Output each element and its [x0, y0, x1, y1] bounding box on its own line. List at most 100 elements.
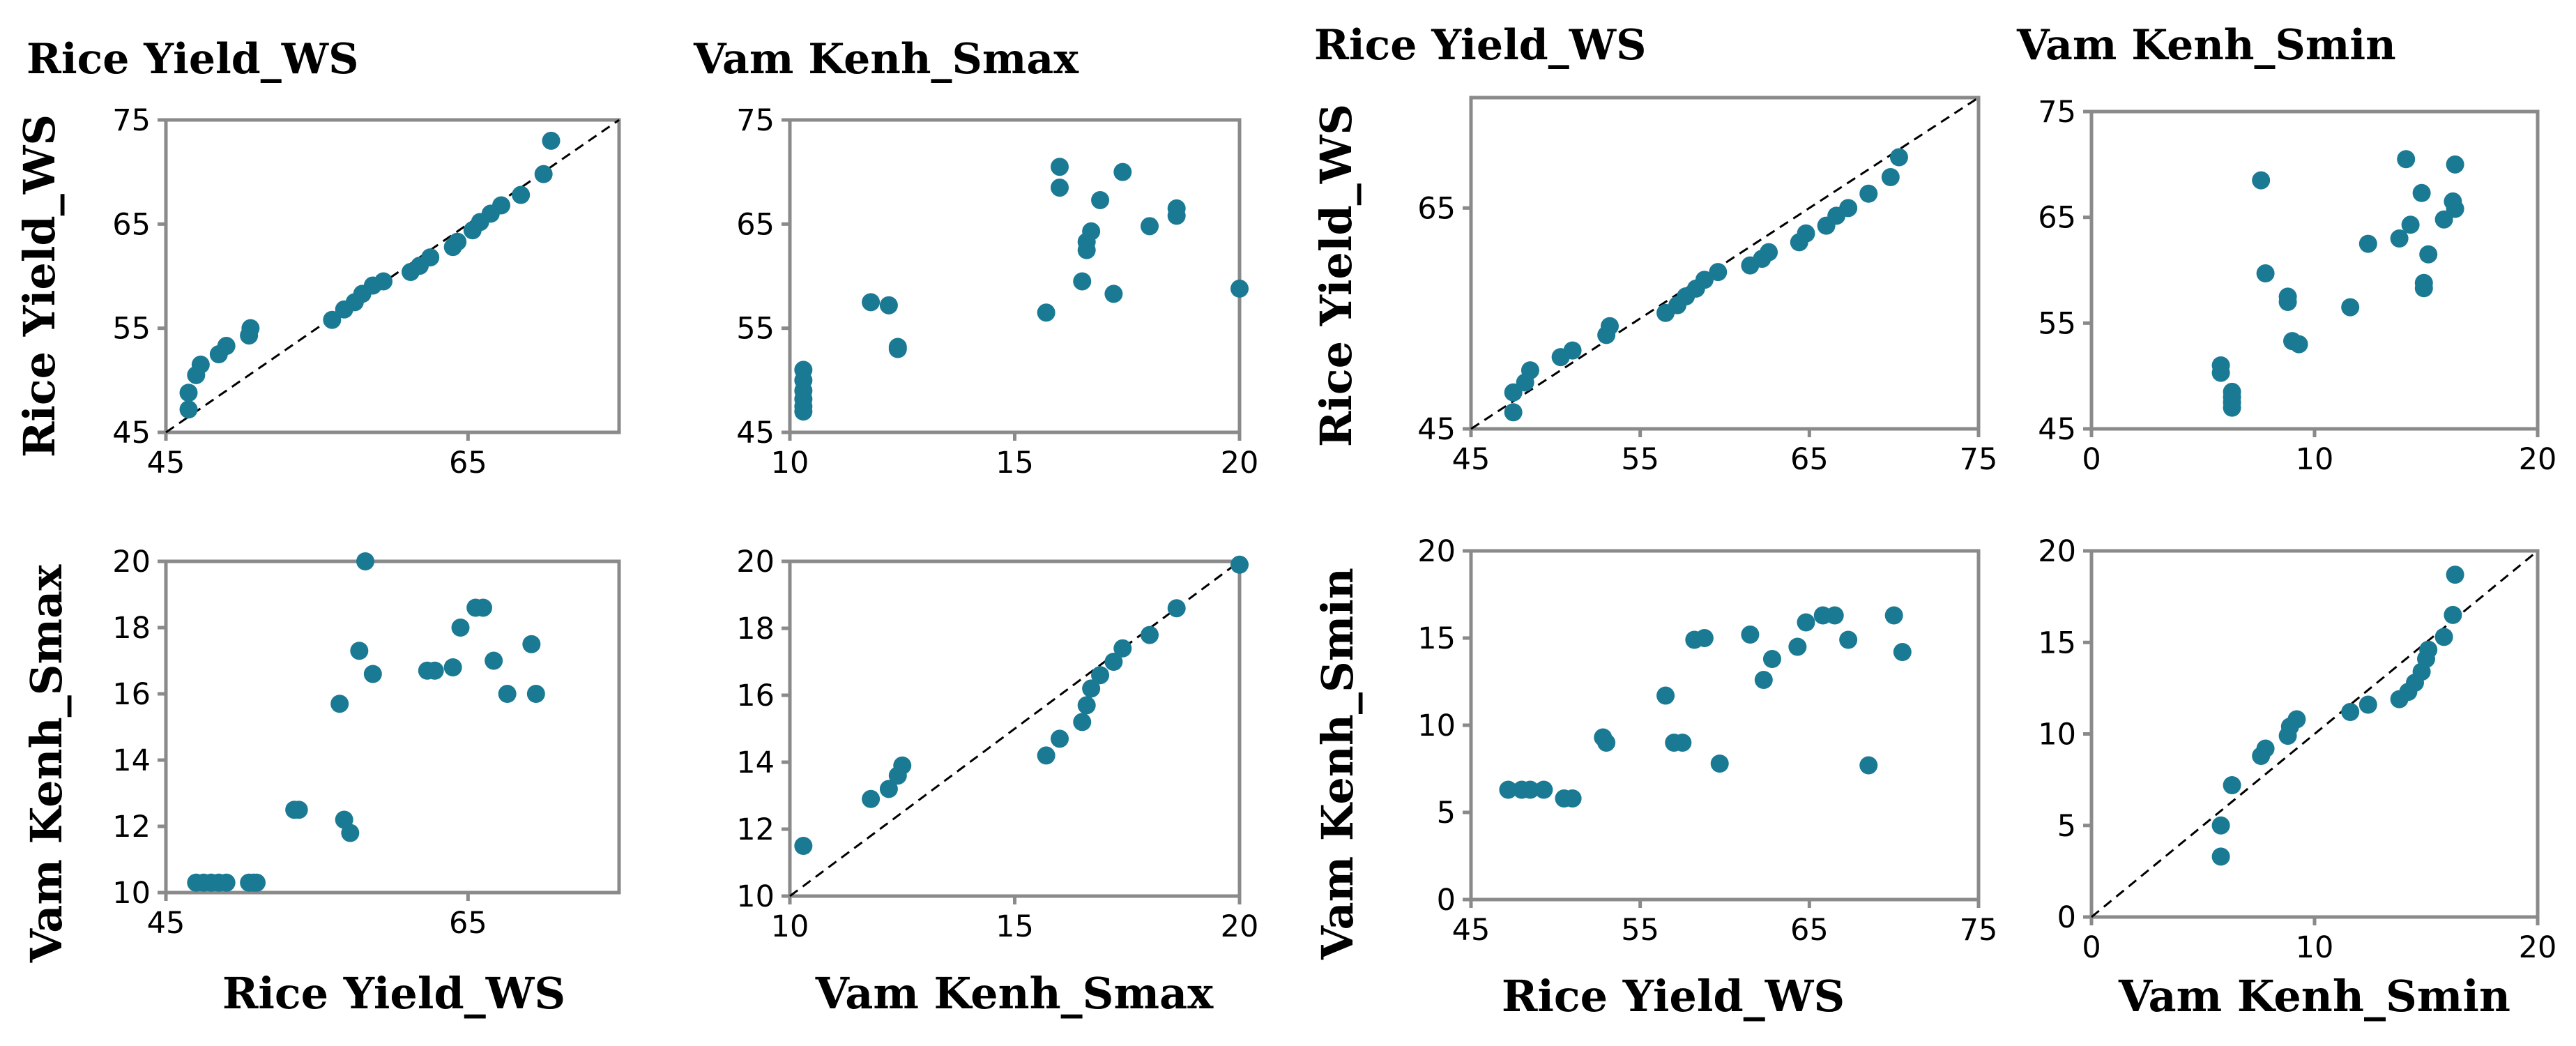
panel-7-data-point [1695, 629, 1714, 647]
panel-4-data-point [2256, 264, 2275, 283]
panel-4-ytick-label: 75 [2038, 95, 2076, 130]
panel-4-plot-area [2089, 109, 2540, 431]
panel-2-plot-area [788, 118, 1242, 434]
panel-8-ytick-label: 20 [2038, 534, 2076, 569]
panel-4-marks: 0 10 20 45 55 65 75 [2038, 95, 2556, 477]
panel-6-ytick-label: 12 [736, 812, 775, 847]
panel-4-title: Vam Kenh_Smin [2016, 21, 2396, 70]
panel-1-ytick-label: 45 [112, 416, 151, 450]
panel-3-data-point [1839, 199, 1858, 218]
panel-8-one-to-one-line [2091, 549, 2538, 918]
panel-1-data-point [191, 355, 210, 374]
panel-1-plot-area [164, 118, 621, 434]
panel-3-marks: 45 55 65 75 45 65 [1417, 96, 1997, 477]
panel-3-data-point [1797, 224, 1815, 243]
panel-4-ytick-label: 55 [2038, 306, 2076, 341]
panel-7-xtick-label: 55 [1621, 913, 1659, 948]
panel-3-data-point [1600, 317, 1619, 335]
panel-7-data-point [1597, 734, 1616, 752]
panel-3-plot-area [1469, 96, 1981, 431]
panel-3-xtick-label: 65 [1790, 442, 1829, 477]
panel-2-data-point [1091, 190, 1110, 209]
panel-5-data-point [498, 685, 517, 703]
panel-5-plot-area [164, 559, 621, 895]
panel-1-data-point [217, 337, 236, 356]
panel-2-ytick-label: 55 [736, 312, 775, 347]
panel-1-data-point [179, 384, 198, 402]
panel-2-data-point [862, 293, 881, 312]
panel-1-xtick-label: 45 [147, 446, 185, 480]
panel-3-data-point [1859, 184, 1878, 203]
panel-2-data-point [1037, 303, 1055, 322]
panel-1-xtick-label: 65 [449, 446, 487, 480]
panel-5-data-point [217, 873, 236, 892]
panel-7-xtick-label: 65 [1790, 913, 1829, 948]
panel-8: Vam Kenh_Smin 0 10 20 0 5 10 15 20 [2038, 534, 2556, 1022]
panel-7-ytick-label: 10 [1417, 708, 1456, 743]
panel-7-data-point [1839, 630, 1858, 649]
panel-2-data-point [794, 402, 813, 421]
panel-7-ytick-label: 15 [1417, 621, 1456, 656]
panel-5-ytick-label: 10 [112, 876, 151, 911]
panel-3-ylabel: Rice Yield_WS [1311, 104, 1362, 447]
panel-2-data-point [1230, 279, 1249, 298]
panel-1-data-point [179, 400, 198, 419]
panel-8-xtick-label: 0 [2082, 930, 2101, 965]
panel-4-data-point [2401, 215, 2420, 234]
panel-4-data-point [2211, 363, 2230, 382]
panel-7-plot-area [1469, 549, 1981, 902]
panel-7-data-point [1673, 734, 1692, 752]
panel-1-data-point [542, 131, 561, 150]
panel-2-data-point [1051, 158, 1069, 176]
panel-8-marks: 0 10 20 0 5 10 15 20 [2038, 534, 2556, 965]
panel-7-data-point [1762, 650, 1781, 668]
panel-1-ytick-label: 75 [112, 103, 151, 138]
panel-1-ylabel: Rice Yield_WS [14, 114, 65, 457]
panel-6-data-point [1051, 729, 1069, 748]
panel-6-xtick-label: 20 [1221, 909, 1259, 944]
panel-8-data-point [2419, 640, 2438, 659]
panel-2-ytick-label: 75 [736, 103, 775, 138]
panel-7: Vam Kenh_Smin Rice Yield_WS 45 55 65 75 0 5 10… [1312, 534, 1997, 1022]
panel-8-data-point [2223, 776, 2241, 794]
panel-6-xlabel: Vam Kenh_Smax [815, 968, 1214, 1019]
panel-6-data-point [1082, 679, 1101, 698]
panel-6-data-point [1141, 626, 1159, 644]
panel-8-data-point [2434, 628, 2453, 646]
panel-5-xlabel: Rice Yield_WS [222, 968, 565, 1019]
panel-8-data-point [2287, 710, 2306, 729]
panel-8-xtick-label: 20 [2519, 930, 2557, 965]
panel-6-data-point [862, 789, 881, 808]
panel-7-data-point [1710, 755, 1729, 773]
panel-5-xtick-label: 65 [449, 906, 487, 941]
panel-2-data-point [1073, 272, 1092, 291]
panel-7-data-point [1893, 643, 1912, 661]
panel-1-data-point [421, 248, 440, 267]
panel-6-one-to-one-line [789, 560, 1240, 897]
panel-8-data-point [2341, 703, 2360, 721]
panel-6-data-point [794, 837, 813, 855]
panel-5-ytick-label: 14 [112, 743, 151, 778]
panel-4-data-point [2341, 298, 2360, 317]
panel-8-ytick-label: 10 [2038, 718, 2076, 752]
panel-4-data-point [2412, 183, 2431, 202]
panel-6-data-point [1104, 653, 1123, 671]
panel-4-data-point [2278, 293, 2297, 311]
panel-4: Vam Kenh_Smin 0 10 20 45 55 65 75 [2016, 21, 2556, 477]
panel-4-data-point [2289, 335, 2308, 354]
panel-2-xtick-label: 15 [996, 446, 1034, 480]
panel-5-ytick-label: 12 [112, 810, 151, 844]
panel-5-ytick-label: 18 [112, 611, 151, 646]
panel-6-data-point [1230, 555, 1249, 574]
panel-5-data-point [526, 685, 545, 703]
panel-2: Vam Kenh_Smax 10 15 20 45 55 65 75 [693, 35, 1258, 480]
panel-5-ylabel: Vam Kenh_Smax [21, 564, 72, 963]
panel-5-data-point [425, 661, 444, 680]
panel-4-data-point [2223, 398, 2241, 417]
panel-7-xtick-label: 75 [1960, 913, 1998, 948]
panel-7-data-point [1754, 671, 1773, 689]
panel-3-data-point [1889, 148, 1908, 167]
panel-5-ytick-label: 16 [112, 677, 151, 712]
panel-1-data-point [374, 272, 393, 291]
